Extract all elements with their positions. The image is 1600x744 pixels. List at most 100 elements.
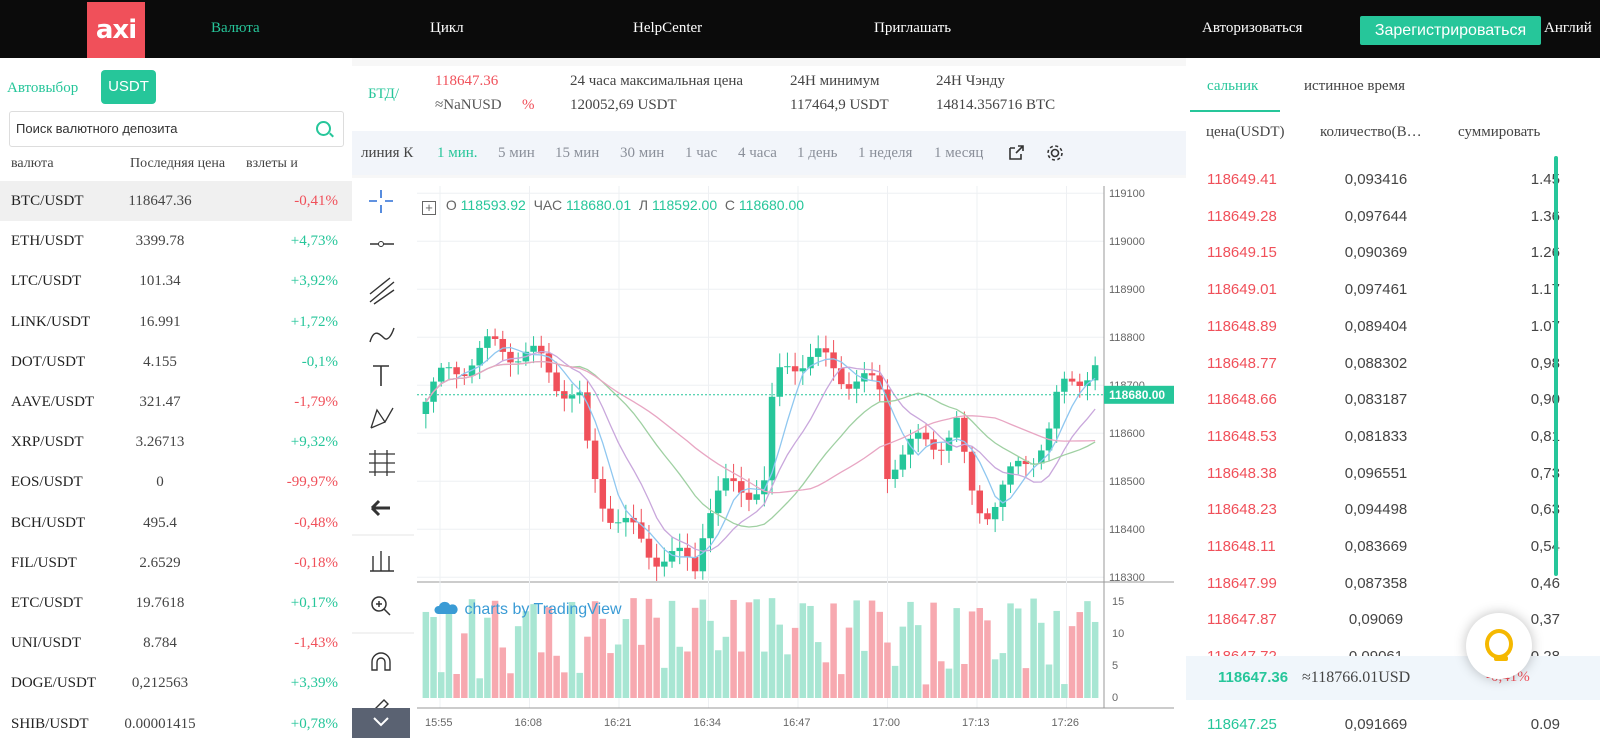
crosshair-icon[interactable] [369, 190, 393, 213]
channel-icon[interactable] [369, 277, 395, 305]
ask-row[interactable]: 118649.01 0,097461 1.17 [1186, 271, 1600, 308]
ask-row[interactable]: 118648.53 0,081833 0,81 [1186, 418, 1600, 455]
candle [676, 547, 683, 552]
settings-gear-icon[interactable] [1045, 143, 1065, 163]
register-button[interactable]: Зарегистрироваться [1360, 16, 1541, 45]
tab-realtime[interactable]: истинное время [1304, 78, 1406, 94]
market-row[interactable]: LTC/USDT 101.34 +3,92% [0, 261, 352, 301]
nav-invite[interactable]: Приглашать [874, 20, 952, 36]
nav-helpcenter[interactable]: HelpCenter [633, 20, 703, 36]
nav-currency[interactable]: Валюта [211, 20, 260, 36]
login-link[interactable]: Авторизоваться [1202, 20, 1303, 36]
market-row[interactable]: XRP/USDT 3.26713 +9,32% [0, 422, 352, 462]
volume-bar [899, 626, 907, 698]
text-tool-icon[interactable] [373, 365, 389, 386]
market-row[interactable]: ETC/USDT 19.7618 +0,17% [0, 583, 352, 623]
usdt-tab[interactable]: USDT [101, 70, 156, 104]
ask-row[interactable]: 118649.28 0,097644 1.36 [1186, 198, 1600, 235]
pair-name: DOGE/USDT [11, 675, 96, 692]
candle [537, 345, 545, 354]
orderbook-scrollbar[interactable] [1554, 156, 1558, 576]
volume-bar [553, 655, 560, 698]
column-header-last-price[interactable]: Последняя цена [130, 156, 226, 171]
candle [776, 367, 783, 397]
ask-row[interactable]: 118648.89 0,089404 1.07 [1186, 308, 1600, 345]
auto-select-tab[interactable]: Автовыбор [7, 80, 79, 96]
candle-toggle-icon[interactable] [370, 551, 394, 572]
tf-15min[interactable]: 15 мин [555, 145, 600, 161]
volume-bar [1053, 610, 1060, 698]
language-selector[interactable]: Англий [1544, 20, 1592, 36]
tf-5min[interactable]: 5 мин [498, 145, 535, 161]
tf-1month[interactable]: 1 месяц [934, 145, 984, 161]
chart-area[interactable]: 1191001190001189001188001187001186001185… [352, 178, 1186, 738]
column-header-currency[interactable]: валюта [11, 156, 54, 171]
tab-orderbook[interactable]: сальник [1207, 78, 1259, 94]
tf-1min[interactable]: 1 мин. [437, 145, 478, 161]
market-row[interactable]: EOS/USDT 0 -99,97% [0, 462, 352, 502]
ask-row[interactable]: 118648.23 0,094498 0,63 [1186, 491, 1600, 528]
market-row[interactable]: BCH/USDT 495.4 -0,48% [0, 503, 352, 543]
ask-row[interactable]: 118648.38 0,096551 0,73 [1186, 455, 1600, 492]
ask-row[interactable]: 118647.87 0,09069 0,37 [1186, 601, 1600, 638]
ask-row[interactable]: 118649.41 0,093416 1.45 [1186, 161, 1600, 198]
candle [1076, 381, 1084, 386]
drawing-toolbar [352, 178, 414, 738]
volume-bar [614, 644, 622, 698]
volume-axis-label: 0 [1112, 692, 1118, 704]
time-axis-label: 16:08 [515, 717, 543, 729]
ask-row[interactable]: 118648.11 0,083669 0,54 [1186, 528, 1600, 565]
collapse-toolbar-button[interactable] [352, 708, 410, 738]
ohlc-legend: + O 118593.92 ЧАС 118680.01 Л 118592.00 … [422, 197, 804, 215]
volume-bar [738, 651, 745, 698]
volume-bar [861, 650, 868, 698]
tf-1week[interactable]: 1 неделя [858, 145, 913, 161]
market-row[interactable]: SHIB/USDT 0.00001415 +0,78% [0, 704, 352, 744]
zoom-in-icon[interactable] [371, 596, 391, 616]
ask-row[interactable]: 118648.77 0,088302 0,98 [1186, 345, 1600, 382]
volume-bar [1014, 608, 1022, 698]
bid-row[interactable]: 118647.25 0,091669 0.09 [1186, 706, 1600, 743]
ask-total: 1.36 [1530, 207, 1560, 225]
pair-change: +3,92% [290, 273, 338, 290]
axi-logo[interactable]: axi [87, 2, 145, 58]
ask-total: 0,73 [1530, 464, 1560, 482]
measure-icon[interactable] [369, 450, 395, 476]
tf-1hour[interactable]: 1 час [685, 145, 718, 161]
column-header-change[interactable]: взлеты и [246, 156, 298, 171]
ask-row[interactable]: 118648.66 0,083187 0,90 [1186, 381, 1600, 418]
market-row[interactable]: LINK/USDT 16.991 +1,72% [0, 302, 352, 342]
tf-4hours[interactable]: 4 часа [738, 145, 777, 161]
moving-average-line [425, 350, 1096, 552]
search-icon[interactable] [316, 121, 331, 136]
market-row[interactable]: UNI/USDT 8.784 -1,43% [0, 623, 352, 663]
pattern-icon[interactable] [370, 407, 394, 429]
market-row[interactable]: FIL/USDT 2.6529 -0,18% [0, 543, 352, 583]
market-row[interactable]: ETH/USDT 3399.78 +4,73% [0, 221, 352, 261]
tradingview-watermark[interactable]: charts by TradingView [434, 600, 622, 619]
magnet-icon[interactable] [371, 652, 391, 671]
trend-line-icon[interactable] [370, 241, 394, 247]
search-input[interactable]: Поиск валютного депозита [9, 111, 344, 147]
market-row[interactable]: DOT/USDT 4.155 -0,1% [0, 342, 352, 382]
volume-axis-label: 10 [1112, 628, 1124, 640]
market-row[interactable]: BTC/USDT 118647.36 -0,41% [0, 181, 352, 221]
market-row[interactable]: AAVE/USDT 321.47 -1,79% [0, 382, 352, 422]
nav-cycle[interactable]: Цикл [430, 20, 464, 36]
time-axis-label: 16:47 [783, 717, 811, 729]
support-chat-button[interactable] [1466, 613, 1532, 679]
ticker-usd-value: ≈NaNUSD [435, 97, 502, 113]
volume-bar [768, 598, 776, 698]
collapse-legend-icon[interactable]: + [422, 201, 436, 215]
back-arrow-icon[interactable] [370, 499, 390, 517]
watermark-text: charts by TradingView [464, 601, 622, 618]
brush-icon[interactable] [369, 327, 395, 343]
market-row[interactable]: DOGE/USDT 0,212563 +3,39% [0, 663, 352, 703]
ask-row[interactable]: 118647.99 0,087358 0,46 [1186, 565, 1600, 602]
ask-row[interactable]: 118649.15 0,090369 1.26 [1186, 234, 1600, 271]
fullscreen-icon[interactable] [1007, 144, 1025, 162]
tf-30min[interactable]: 30 мин [620, 145, 665, 161]
volume-bar [514, 626, 522, 698]
price-pane[interactable] [417, 186, 1104, 582]
tf-1day[interactable]: 1 день [797, 145, 838, 161]
